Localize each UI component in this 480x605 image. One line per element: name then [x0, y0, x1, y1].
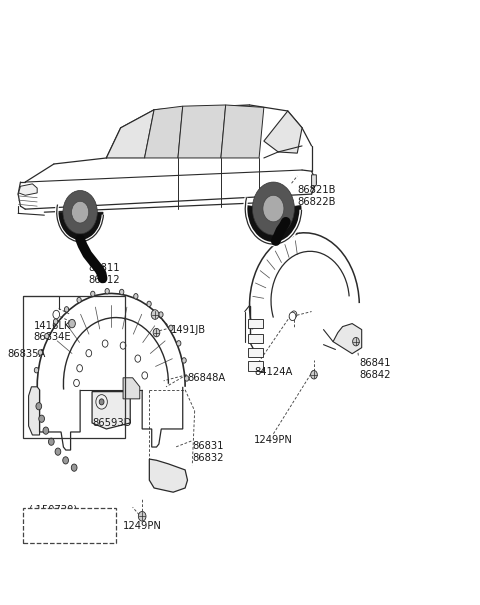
Circle shape — [151, 310, 159, 319]
Polygon shape — [144, 106, 183, 158]
Polygon shape — [29, 387, 39, 435]
Circle shape — [64, 307, 69, 312]
Text: 1491JB: 1491JB — [171, 325, 206, 335]
Circle shape — [53, 310, 60, 319]
Bar — [248, 319, 264, 329]
Circle shape — [48, 438, 54, 445]
Circle shape — [72, 201, 89, 223]
Circle shape — [263, 195, 284, 222]
Bar — [23, 296, 125, 438]
Polygon shape — [107, 110, 154, 158]
Circle shape — [138, 511, 146, 521]
Text: 86835A: 86835A — [7, 348, 46, 359]
Circle shape — [169, 325, 173, 330]
Circle shape — [311, 370, 317, 379]
Polygon shape — [149, 459, 188, 492]
Polygon shape — [92, 391, 130, 429]
Circle shape — [134, 293, 138, 299]
Circle shape — [105, 289, 109, 294]
Text: 1249PN: 1249PN — [123, 520, 162, 531]
Text: 84124A: 84124A — [254, 367, 293, 377]
Text: 86811
86812: 86811 86812 — [88, 263, 120, 285]
Circle shape — [153, 329, 160, 337]
Circle shape — [177, 341, 181, 346]
Circle shape — [96, 394, 108, 409]
Polygon shape — [178, 105, 226, 158]
Wedge shape — [246, 206, 301, 243]
Circle shape — [99, 399, 104, 405]
Polygon shape — [123, 378, 140, 399]
Circle shape — [39, 415, 45, 422]
Wedge shape — [57, 212, 103, 241]
Circle shape — [102, 340, 108, 347]
Circle shape — [252, 182, 294, 235]
Circle shape — [77, 297, 81, 302]
Circle shape — [63, 191, 97, 234]
Polygon shape — [333, 324, 362, 354]
Circle shape — [91, 291, 95, 296]
Bar — [248, 361, 264, 370]
Circle shape — [83, 525, 90, 535]
Text: 86831
86832: 86831 86832 — [192, 441, 224, 463]
Polygon shape — [221, 105, 264, 158]
Circle shape — [289, 312, 296, 321]
Bar — [248, 348, 264, 358]
Circle shape — [38, 350, 42, 355]
Circle shape — [353, 338, 360, 346]
Text: 86593D: 86593D — [92, 418, 132, 428]
Circle shape — [182, 358, 186, 363]
Circle shape — [69, 319, 75, 328]
Text: 86848A: 86848A — [188, 373, 226, 383]
Circle shape — [73, 379, 79, 387]
Circle shape — [142, 372, 148, 379]
Text: 86841
86842: 86841 86842 — [360, 358, 391, 379]
Circle shape — [135, 355, 141, 362]
Polygon shape — [312, 175, 316, 188]
Circle shape — [159, 312, 163, 317]
Circle shape — [72, 464, 77, 471]
Bar — [23, 508, 116, 543]
Circle shape — [55, 448, 61, 456]
Circle shape — [43, 427, 48, 434]
Text: 86821B
86822B: 86821B 86822B — [297, 185, 336, 207]
Circle shape — [147, 301, 151, 307]
Circle shape — [34, 367, 38, 373]
Circle shape — [120, 342, 126, 349]
Circle shape — [63, 457, 69, 464]
Circle shape — [185, 376, 189, 381]
Text: (-150730)
86590: (-150730) 86590 — [28, 504, 77, 526]
Bar — [248, 334, 264, 344]
Text: 1249PN: 1249PN — [254, 435, 293, 445]
Circle shape — [53, 319, 58, 324]
Circle shape — [36, 402, 42, 410]
Circle shape — [86, 350, 92, 357]
Circle shape — [291, 311, 297, 318]
Polygon shape — [264, 111, 302, 153]
Circle shape — [45, 333, 49, 339]
Circle shape — [77, 365, 83, 372]
Circle shape — [120, 289, 124, 295]
Polygon shape — [19, 184, 37, 195]
Text: 1416LK
86834E: 1416LK 86834E — [34, 321, 72, 342]
